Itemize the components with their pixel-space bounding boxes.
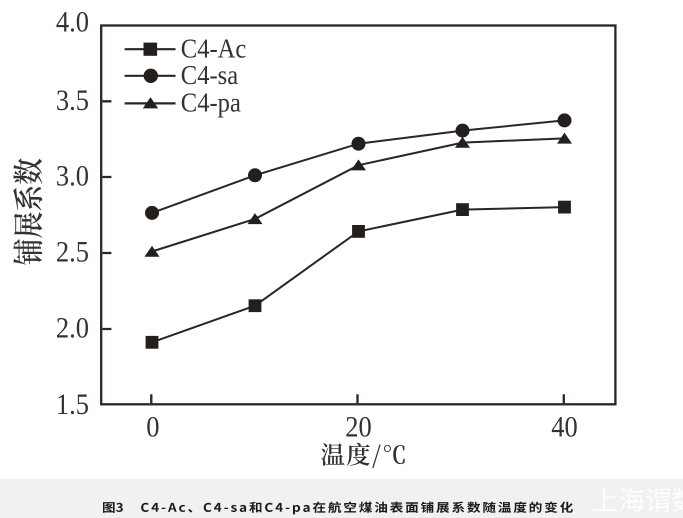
svg-text:3.5: 3.5 [56, 85, 89, 117]
svg-text:1.5: 1.5 [56, 389, 89, 421]
svg-text:2.5: 2.5 [56, 236, 89, 268]
svg-text:C4-sa: C4-sa [181, 60, 239, 90]
svg-text:4.0: 4.0 [56, 6, 89, 38]
svg-text:2.0: 2.0 [56, 312, 89, 344]
svg-text:3.0: 3.0 [56, 160, 89, 192]
svg-text:C4-Ac: C4-Ac [181, 33, 247, 63]
svg-text:0: 0 [146, 411, 159, 443]
svg-text:C4-pa: C4-pa [181, 87, 242, 117]
svg-text:20: 20 [345, 411, 371, 443]
svg-text:40: 40 [551, 411, 577, 443]
